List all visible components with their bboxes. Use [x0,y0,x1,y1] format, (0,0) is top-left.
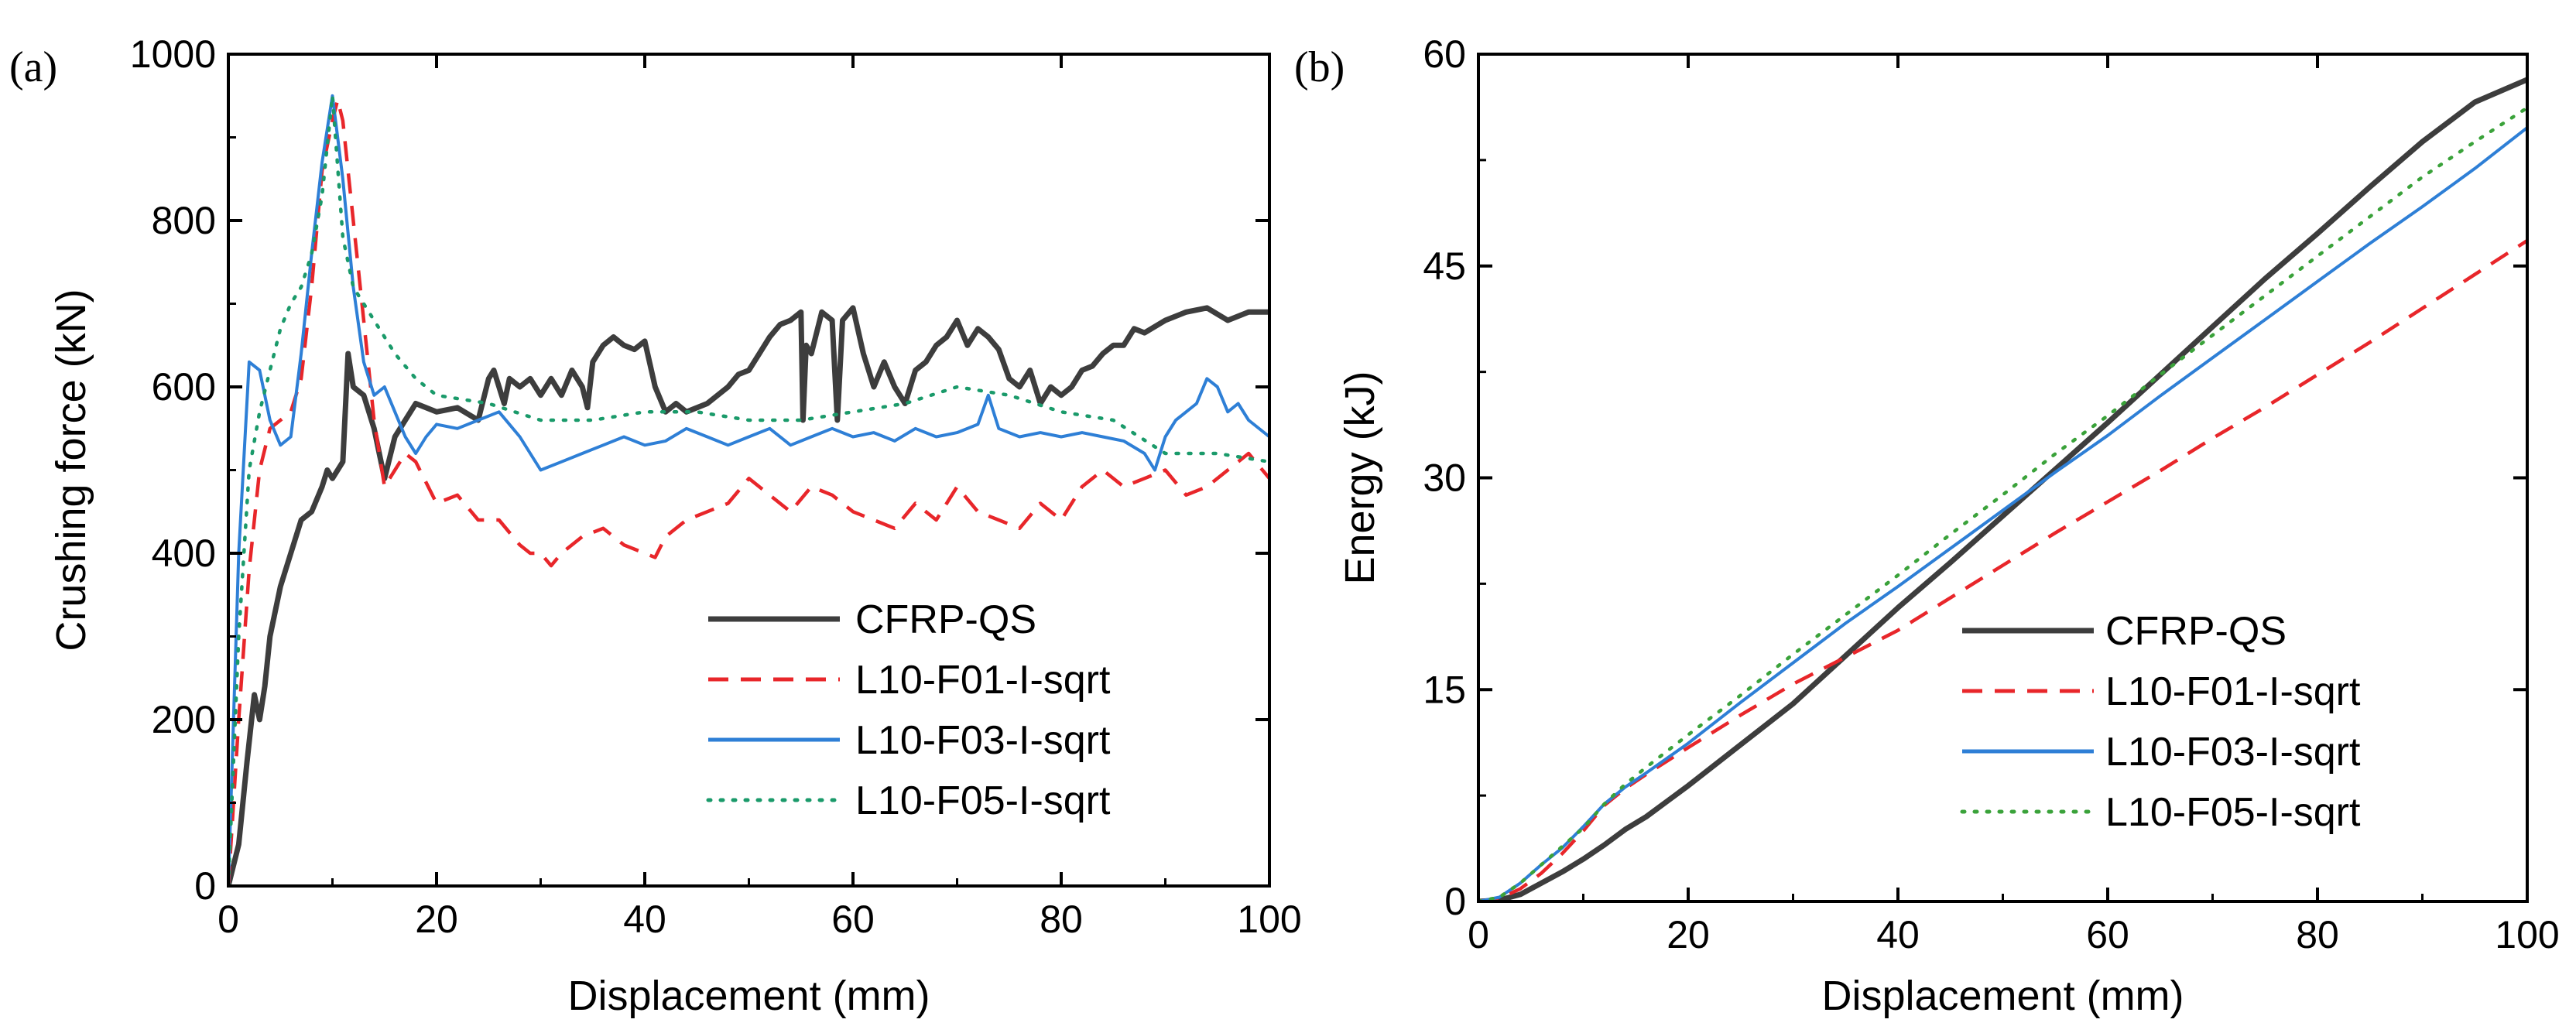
x-tick-label: 80 [2296,913,2339,956]
series-group [228,94,1269,886]
series-line-l10-f03-i-sqrt [228,94,1269,886]
y-tick-label: 800 [152,199,216,242]
y-axis-label: Energy (kJ) [1337,371,1383,584]
series-line-l10-f05-i-sqrt [228,94,1269,886]
y-tick-label: 600 [152,365,216,409]
series-line-cfrp-qs [228,305,1269,886]
plot-frame [1477,53,2529,903]
legend: CFRP-QS L10-F01-I-sqrt L10-F03-I-sqrt L10-F… [706,597,1111,823]
x-tick-label: 40 [1876,913,1920,956]
series-line-l10-f03-i-sqrt [1478,126,2527,901]
y-tick-label: 15 [1423,668,1466,711]
y-tick-label: 1000 [130,32,216,76]
legend-label: L10-F05-I-sqrt [855,778,1111,823]
y-tick-label: 45 [1423,245,1466,288]
y-tick-label: 0 [194,864,216,908]
x-tick-label: 60 [2086,913,2129,956]
y-tick-label: 30 [1423,457,1466,500]
x-tick-label: 20 [415,898,458,941]
x-axis-label: Displacement (mm) [1821,973,2184,1019]
legend-label: L10-F03-I-sqrt [2105,730,2361,775]
x-tick-label: 100 [1237,898,1301,941]
legend-label: CFRP-QS [2105,609,2287,654]
y-tick-label: 0 [1444,880,1466,923]
x-tick-label: 20 [1667,913,1710,956]
legend-label: CFRP-QS [855,597,1036,642]
panel-b-energy: (b) 0 20 40 60 80 100 0 15 30 45 60 Displacement (mm… [1294,32,2560,1019]
y-tick-label: 400 [152,532,216,575]
legend: CFRP-QS L10-F01-I-sqrt L10-F03-I-sqrt L10-F… [1960,609,2361,835]
x-tick-label: 60 [831,898,875,941]
x-tick-label: 0 [218,898,239,941]
x-tick-label: 80 [1040,898,1083,941]
series-line-cfrp-qs [1478,77,2527,901]
panel-label: (b) [1294,43,1345,91]
series-line-l10-f01-i-sqrt [228,97,1269,886]
x-tick-label: 40 [623,898,666,941]
panel-a-crushing-force: (a)0 20 40 60 80 10002004006008001000Displace… [9,32,1302,1019]
x-axis-label: Displacement (mm) [567,973,930,1019]
y-tick-label: 60 [1423,32,1466,76]
x-tick-label: 0 [1468,913,1489,956]
x-tick-label: 100 [2495,913,2559,956]
legend-label: L10-F01-I-sqrt [2105,669,2361,714]
y-axis-label: Crushing force (kN) [48,289,94,651]
legend-label: L10-F05-I-sqrt [2105,790,2361,835]
series-group [1478,77,2527,901]
legend-label: L10-F01-I-sqrt [855,658,1111,703]
legend-label: L10-F03-I-sqrt [855,718,1111,763]
y-tick-label: 200 [152,698,216,741]
panel-label: (a) [9,43,57,91]
series-line-l10-f01-i-sqrt [1478,239,2527,901]
